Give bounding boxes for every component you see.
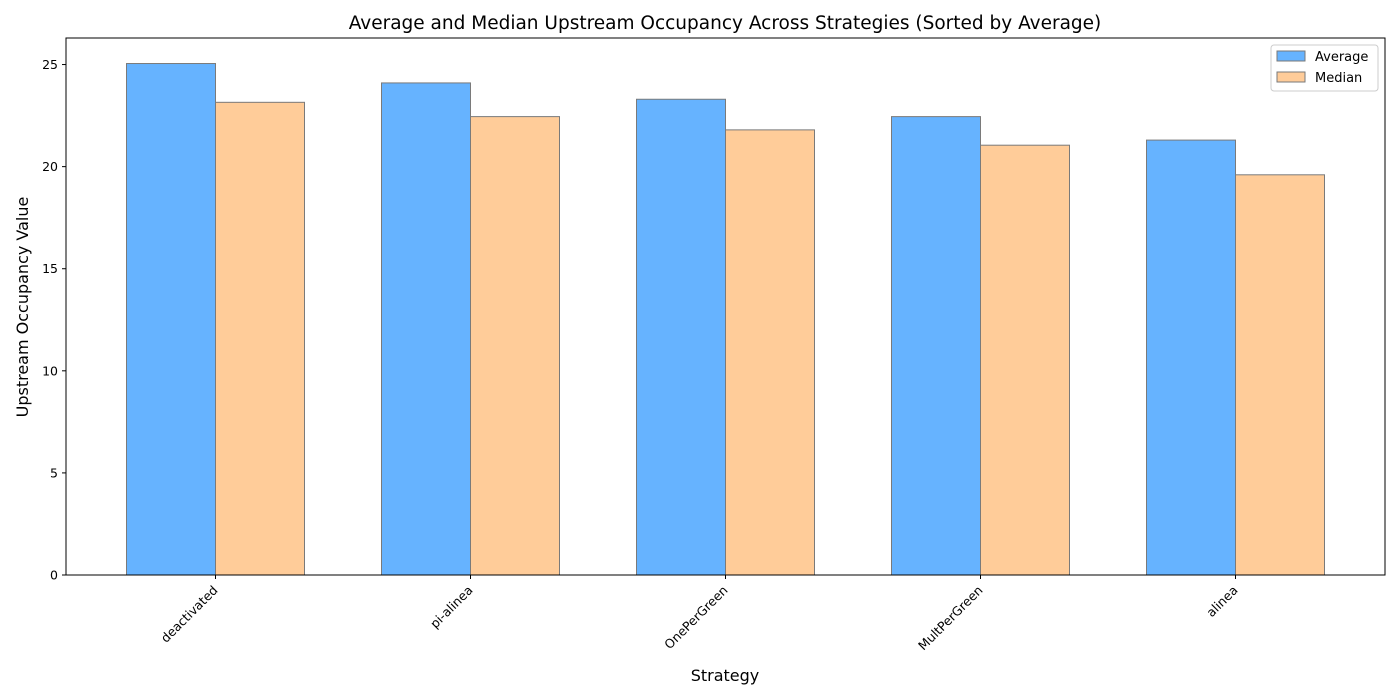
y-tick-label: 25 [42,57,58,72]
legend-swatch-median [1276,71,1306,83]
x-axis-title: Strategy [691,666,760,685]
chart-title: Average and Median Upstream Occupancy Ac… [349,13,1102,34]
bar-median-onepergreen [725,129,815,576]
y-tick-label: 5 [50,465,58,480]
bar-median-deactivated [215,101,305,576]
legend-label-average: Average [1315,50,1368,65]
y-axis-title: Upstream Occupancy Value [13,197,32,418]
bar-average-deactivated [126,63,216,576]
bar-median-pi-alinea [470,116,560,576]
bar-average-pi-alinea [381,82,471,576]
legend: Average Median [1270,44,1379,92]
x-tick-label: MultPerGreen [915,583,986,654]
bar-average-alinea [1146,139,1236,576]
x-tick-label: OnePerGreen [661,583,730,652]
legend-swatch-average [1276,50,1306,62]
y-tick-label: 10 [42,363,58,378]
y-tick-label: 0 [50,568,58,583]
bar-median-alinea [1235,174,1325,576]
x-tick-label: alinea [1203,583,1240,620]
bars-group [126,63,1325,576]
bar-average-multpergreen [891,116,981,576]
y-tick-label: 15 [42,261,58,276]
bar-median-multpergreen [980,144,1070,576]
bar-average-onepergreen [636,98,726,576]
x-tick-label: pi-alinea [427,583,476,632]
x-tick-label: deactivated [158,583,221,646]
x-ticks-group: deactivated pi-alinea OnePerGreen MultPerGr… [158,575,1241,653]
y-tick-label: 20 [42,159,58,174]
legend-label-median: Median [1315,71,1362,86]
y-ticks-group: 0 5 10 15 20 25 [42,57,66,583]
plot-frame [65,37,1386,576]
